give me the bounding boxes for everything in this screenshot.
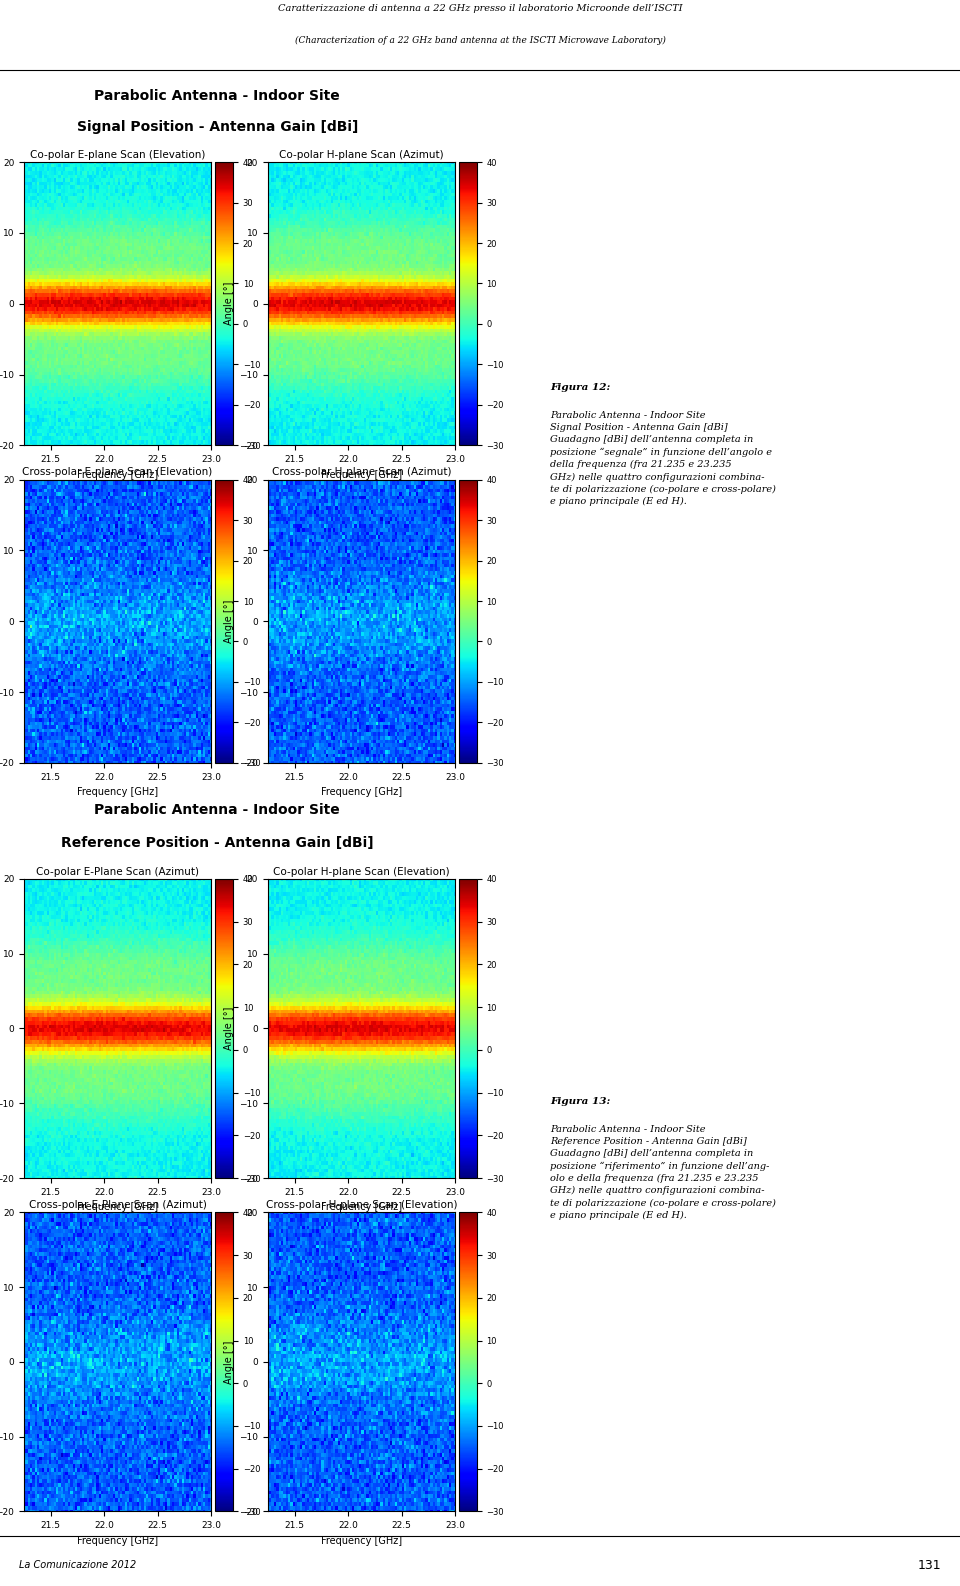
Text: Parabolic Antenna - Indoor Site
Reference Position - Antenna Gain [dBi]
Guadagno: Parabolic Antenna - Indoor Site Referenc…: [550, 1124, 776, 1220]
Title: Cross-polar E-Plane Scan (Azimut): Cross-polar E-Plane Scan (Azimut): [29, 1201, 206, 1210]
X-axis label: Frequency [GHz]: Frequency [GHz]: [77, 469, 158, 479]
Title: Co-polar E-Plane Scan (Azimut): Co-polar E-Plane Scan (Azimut): [36, 868, 199, 877]
Text: Signal Position - Antenna Gain [dBi]: Signal Position - Antenna Gain [dBi]: [77, 121, 358, 135]
Text: Parabolic Antenna - Indoor Site: Parabolic Antenna - Indoor Site: [94, 89, 340, 103]
Title: Cross-polar E-plane Scan (Elevation): Cross-polar E-plane Scan (Elevation): [22, 468, 213, 477]
Y-axis label: Angle [°]: Angle [°]: [224, 1007, 233, 1050]
X-axis label: Frequency [GHz]: Frequency [GHz]: [77, 787, 158, 798]
Text: Reference Position - Antenna Gain [dBi]: Reference Position - Antenna Gain [dBi]: [61, 836, 373, 850]
Text: Caratterizzazione di antenna a 22 GHz presso il laboratorio Microonde dell’ISCTI: Caratterizzazione di antenna a 22 GHz pr…: [277, 3, 683, 13]
Text: Figura 13:: Figura 13:: [550, 1098, 611, 1105]
X-axis label: Frequency [GHz]: Frequency [GHz]: [77, 1535, 158, 1546]
X-axis label: Frequency [GHz]: Frequency [GHz]: [321, 1535, 402, 1546]
X-axis label: Frequency [GHz]: Frequency [GHz]: [77, 1202, 158, 1212]
Y-axis label: Angle [°]: Angle [°]: [224, 600, 233, 642]
Text: Figura 12:: Figura 12:: [550, 384, 611, 392]
Text: 131: 131: [917, 1559, 941, 1572]
Title: Co-polar E-plane Scan (Elevation): Co-polar E-plane Scan (Elevation): [30, 151, 205, 160]
Text: La Comunicazione 2012: La Comunicazione 2012: [19, 1561, 136, 1570]
Y-axis label: Angle [°]: Angle [°]: [224, 1340, 233, 1383]
Text: Parabolic Antenna - Indoor Site
Signal Position - Antenna Gain [dBi]
Guadagno [d: Parabolic Antenna - Indoor Site Signal P…: [550, 411, 776, 506]
Text: Parabolic Antenna - Indoor Site: Parabolic Antenna - Indoor Site: [94, 803, 340, 817]
X-axis label: Frequency [GHz]: Frequency [GHz]: [321, 1202, 402, 1212]
Title: Co-polar H-plane Scan (Azimut): Co-polar H-plane Scan (Azimut): [279, 151, 444, 160]
Text: (Characterization of a 22 GHz band antenna at the ISCTI Microwave Laboratory): (Characterization of a 22 GHz band anten…: [295, 35, 665, 44]
Title: Cross-polar H-plane Scan (Elevation): Cross-polar H-plane Scan (Elevation): [266, 1201, 457, 1210]
X-axis label: Frequency [GHz]: Frequency [GHz]: [321, 787, 402, 798]
Title: Cross-polar H-plane Scan (Azimut): Cross-polar H-plane Scan (Azimut): [272, 468, 451, 477]
Y-axis label: Angle [°]: Angle [°]: [224, 282, 233, 325]
Title: Co-polar H-plane Scan (Elevation): Co-polar H-plane Scan (Elevation): [274, 868, 449, 877]
X-axis label: Frequency [GHz]: Frequency [GHz]: [321, 469, 402, 479]
